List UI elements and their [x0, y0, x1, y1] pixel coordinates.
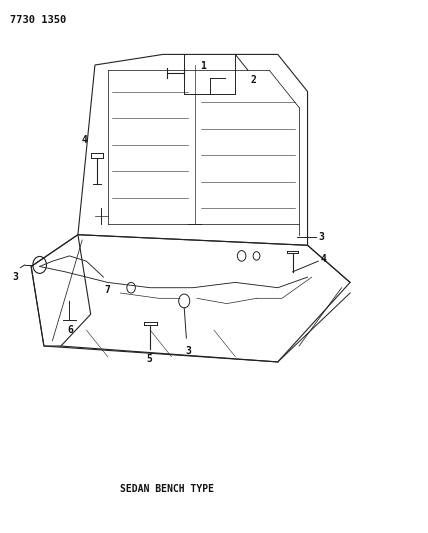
- Text: 6: 6: [67, 325, 73, 335]
- Text: 4: 4: [320, 254, 326, 263]
- Text: 7: 7: [105, 285, 110, 295]
- Text: 7730 1350: 7730 1350: [10, 14, 66, 25]
- Text: 3: 3: [186, 346, 191, 356]
- Text: SEDAN BENCH TYPE: SEDAN BENCH TYPE: [120, 484, 214, 494]
- Text: 4: 4: [81, 134, 87, 144]
- Text: 3: 3: [12, 272, 18, 282]
- Text: 5: 5: [146, 354, 152, 364]
- Text: 1: 1: [200, 61, 206, 71]
- Text: 3: 3: [318, 232, 324, 243]
- Text: 2: 2: [250, 75, 256, 85]
